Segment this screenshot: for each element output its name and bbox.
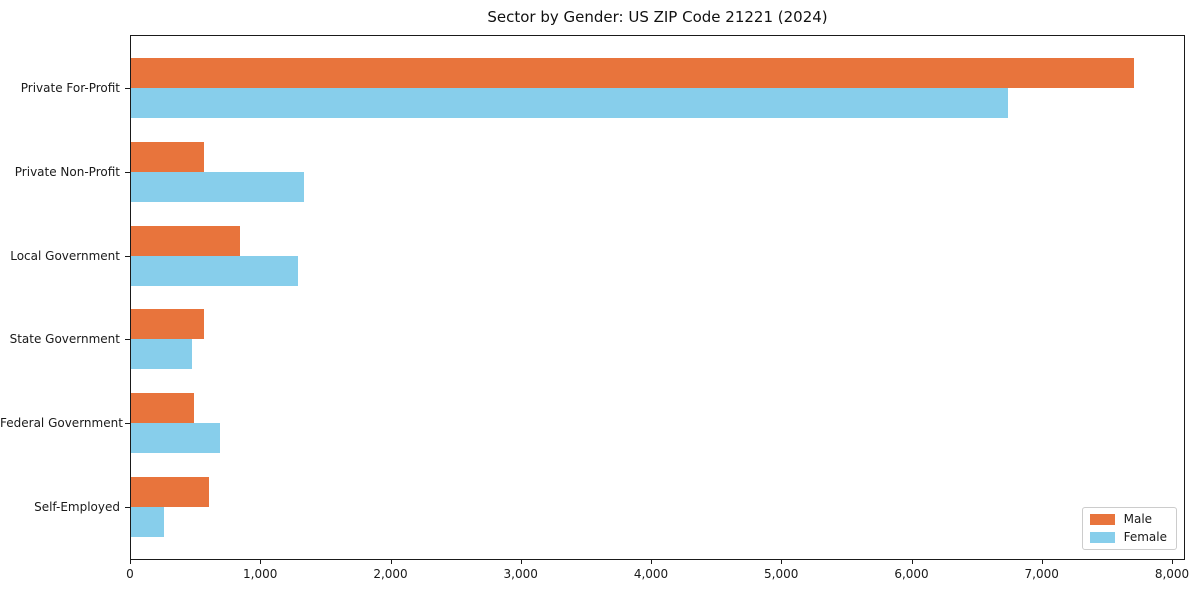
x-tick-label: 6,000 xyxy=(894,567,929,581)
y-axis-tick xyxy=(125,423,130,425)
y-axis-tick xyxy=(125,87,130,89)
bar-female xyxy=(131,339,192,370)
x-axis-tick xyxy=(260,560,262,564)
y-category-label: Self-Employed xyxy=(34,500,120,515)
x-tick-label: 1,000 xyxy=(243,567,278,581)
bar-female xyxy=(131,507,164,538)
plot-area: Male Female xyxy=(130,35,1185,560)
bar-male xyxy=(131,477,210,508)
x-tick-label: 8,000 xyxy=(1154,567,1190,581)
legend-swatch-male-icon xyxy=(1089,514,1115,525)
legend-item-male: Male xyxy=(1089,512,1167,526)
x-axis-tick xyxy=(130,560,131,564)
legend-item-female: Female xyxy=(1089,530,1167,544)
x-axis-tick xyxy=(911,560,913,564)
legend: Male Female xyxy=(1081,507,1177,550)
x-axis-tick xyxy=(1172,560,1173,564)
y-category-label: Federal Government xyxy=(0,416,123,431)
y-axis-tick xyxy=(125,507,130,509)
x-tick-label: 3,000 xyxy=(503,567,538,581)
bar-male xyxy=(131,309,204,340)
x-axis-tick xyxy=(651,560,652,564)
y-axis-tick xyxy=(125,171,130,173)
x-axis-tick xyxy=(520,560,522,564)
x-tick-label: 7,000 xyxy=(1024,567,1059,581)
x-tick-label: 5,000 xyxy=(764,567,799,581)
y-axis-tick xyxy=(125,255,130,257)
legend-label-male: Male xyxy=(1123,512,1153,526)
bar-male xyxy=(131,393,194,424)
y-category-label: State Government xyxy=(9,332,120,347)
bar-female xyxy=(131,423,220,454)
y-category-label: Local Government xyxy=(10,248,120,263)
x-tick-label: 4,000 xyxy=(633,567,669,581)
legend-label-female: Female xyxy=(1123,530,1167,544)
x-axis-tick xyxy=(781,560,783,564)
bar-male xyxy=(131,141,204,172)
chart-title: Sector by Gender: US ZIP Code 21221 (202… xyxy=(487,8,828,26)
bar-male xyxy=(131,57,1134,88)
bar-female xyxy=(131,255,298,286)
y-category-label: Private For-Profit xyxy=(20,80,120,95)
bar-female xyxy=(131,171,305,202)
x-tick-label: 2,000 xyxy=(373,567,408,581)
y-category-label: Private Non-Profit xyxy=(14,164,120,179)
y-axis-tick xyxy=(125,339,130,341)
bar-male xyxy=(131,225,240,256)
bar-female xyxy=(131,87,1008,118)
x-axis-tick xyxy=(390,560,392,564)
legend-swatch-female-icon xyxy=(1089,532,1115,543)
x-tick-label: 0 xyxy=(126,567,134,581)
x-axis-tick xyxy=(1041,560,1043,564)
